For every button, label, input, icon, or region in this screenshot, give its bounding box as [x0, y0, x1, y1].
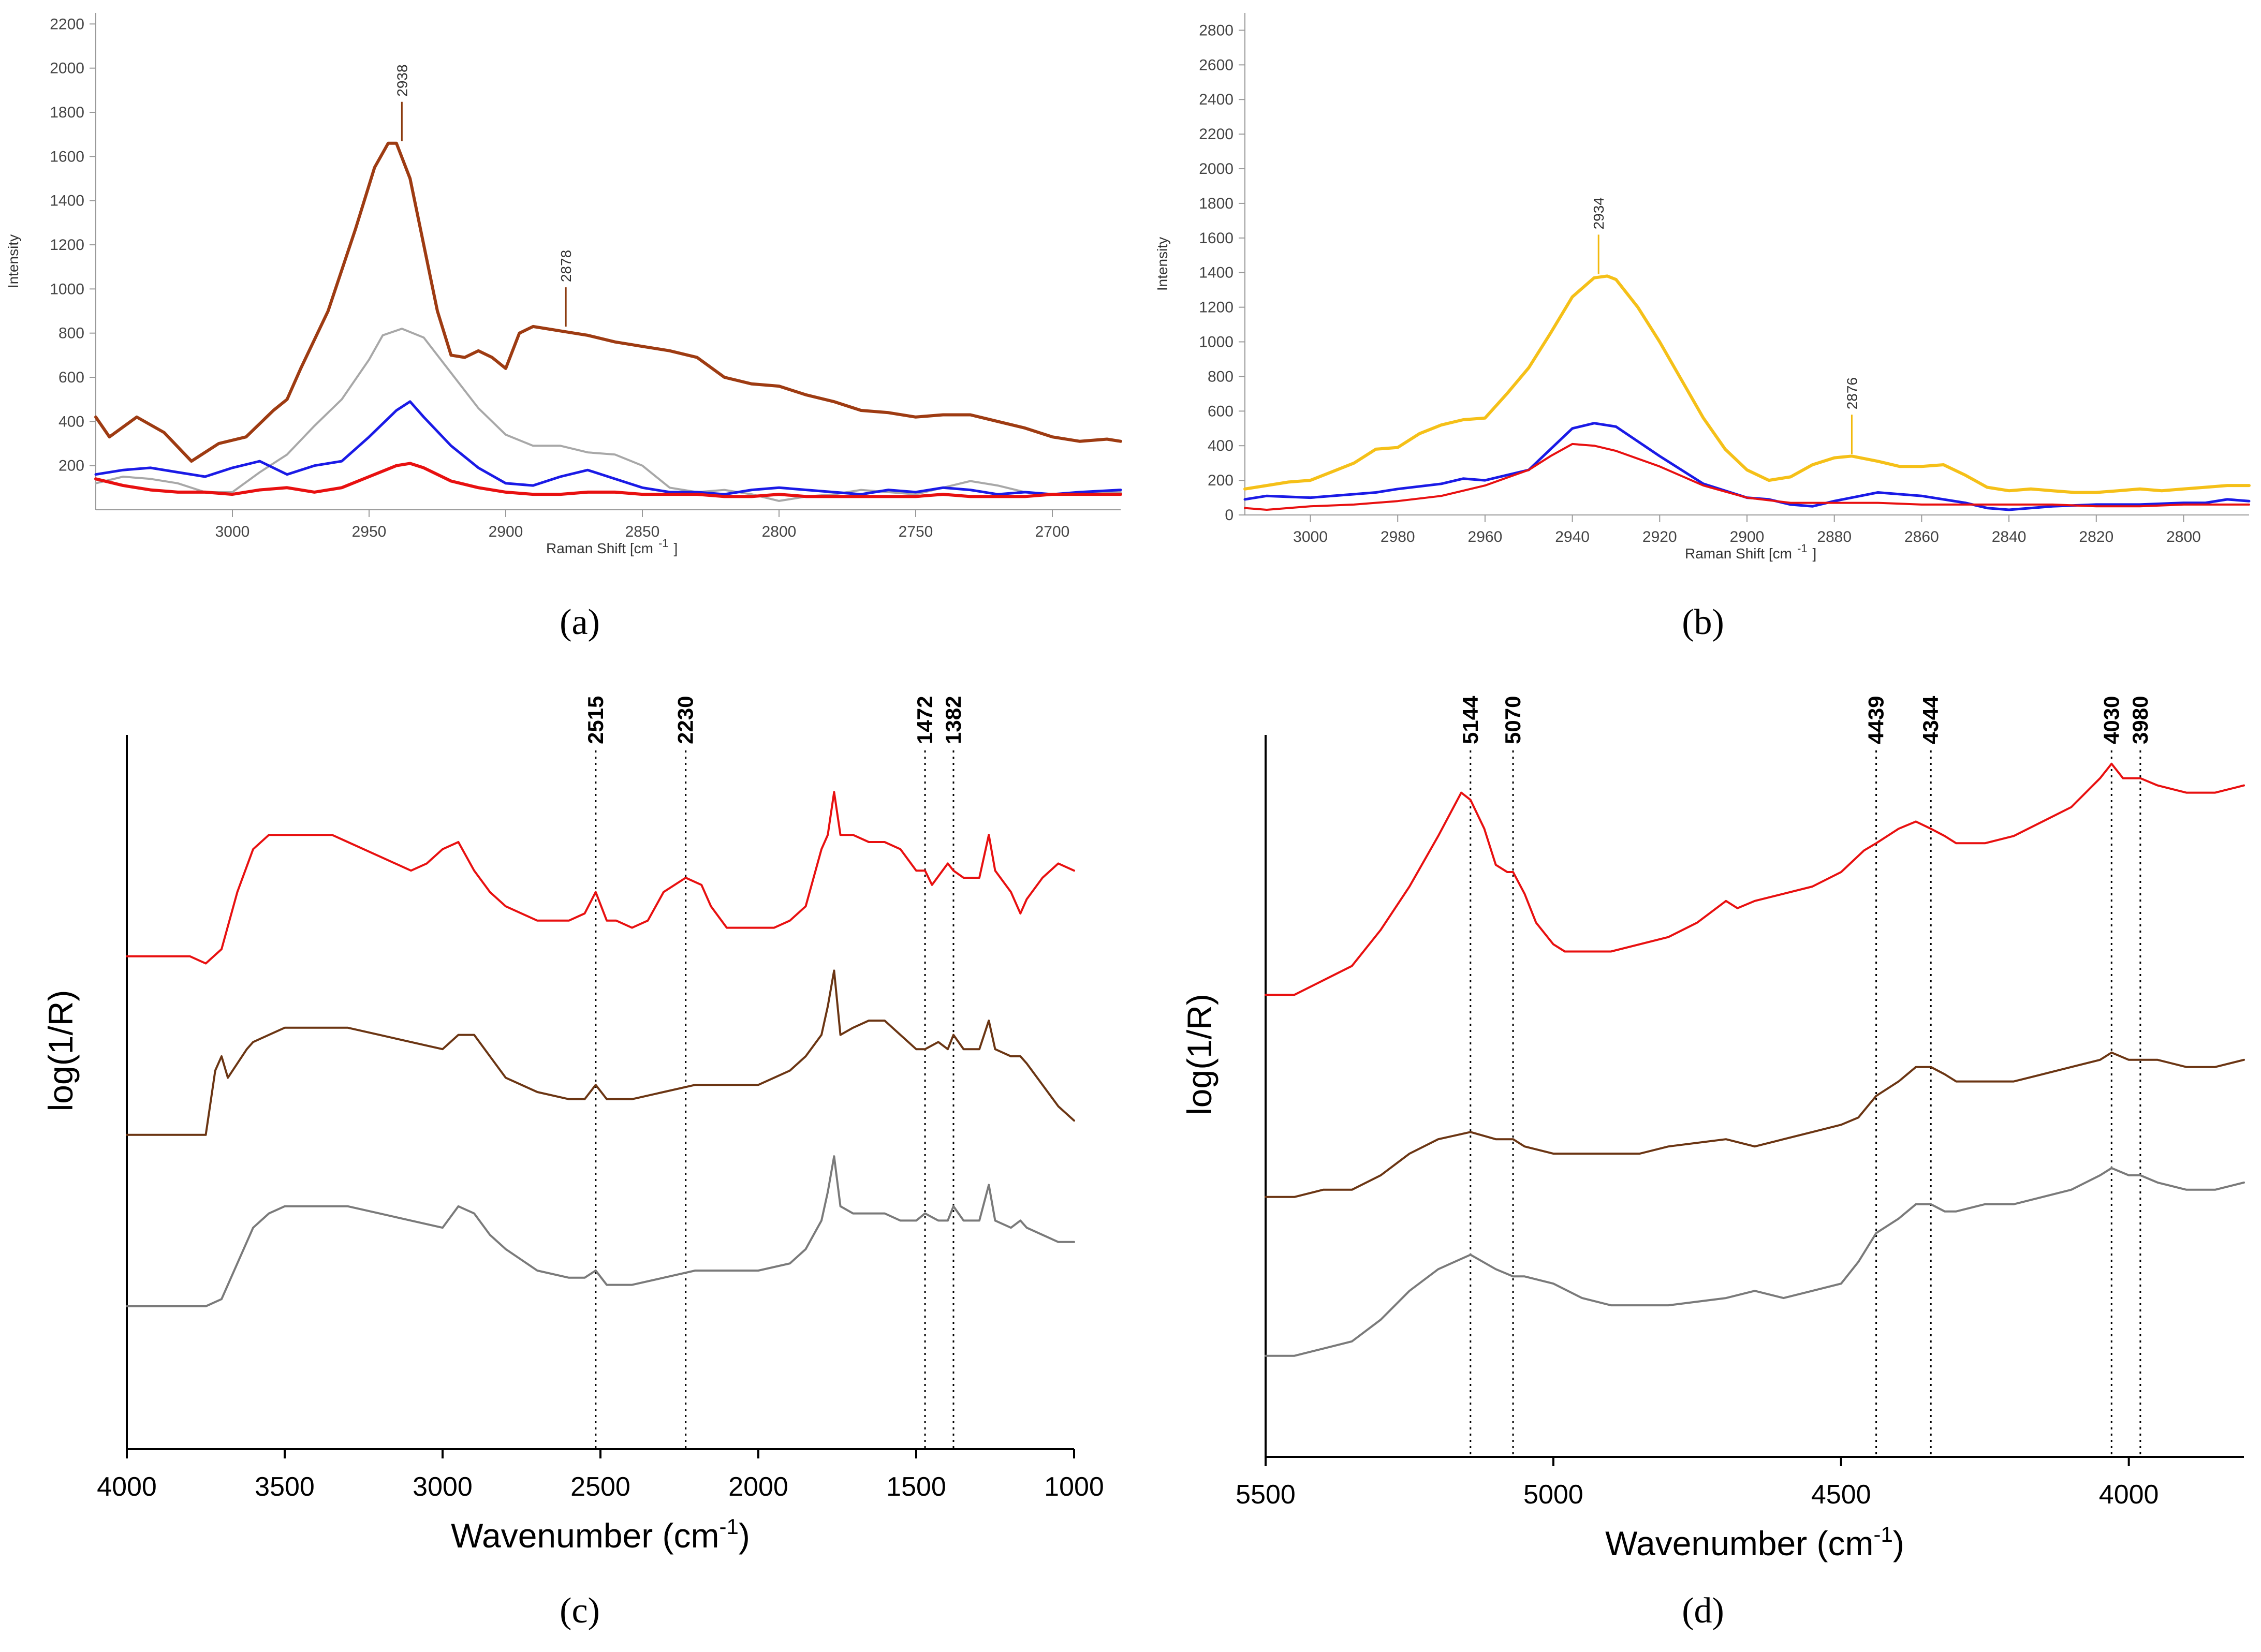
- y-tick-label: 1000: [1199, 334, 1234, 351]
- x-tick-label: 2950: [352, 523, 387, 540]
- x-axis-title: Wavenumber (cm-1): [1605, 1522, 1904, 1562]
- y-tick-label: 1600: [1199, 230, 1234, 247]
- y-tick-label: 2200: [50, 16, 84, 33]
- x-tick-label: 2860: [1904, 528, 1939, 545]
- x-tick-label: 4500: [1811, 1480, 1871, 1510]
- x-tick-label: 2980: [1381, 528, 1415, 545]
- x-tick-label: 2700: [1035, 523, 1070, 540]
- y-tick-label: 1000: [50, 281, 84, 298]
- y-tick-label: 0: [1225, 507, 1234, 524]
- y-tick-label: 2000: [1199, 160, 1234, 178]
- y-tick-label: 600: [58, 369, 84, 386]
- y-tick-label: 2400: [1199, 91, 1234, 108]
- series-brown: [126, 969, 1075, 1136]
- y-tick-label: 1400: [1199, 264, 1234, 282]
- y-axis-title: Intensity: [1154, 237, 1170, 291]
- peak-label: 1382: [941, 696, 965, 744]
- x-tick-label: 2940: [1555, 528, 1590, 545]
- x-axis-title: Raman Shift [cm -1]: [546, 537, 678, 556]
- x-tick-label: 3000: [413, 1472, 473, 1502]
- x-tick-label: 2900: [489, 523, 523, 540]
- peak-label: 4344: [1918, 696, 1943, 744]
- y-tick-label: 800: [1208, 368, 1234, 385]
- x-tick-label: 2800: [2166, 528, 2201, 545]
- panel-c: 4000 3500 3000 2500 2000 1500 1000 Wavenumber (…: [41, 696, 1104, 1631]
- y-tick-label: 1800: [1199, 195, 1234, 212]
- x-tick-label: 2850: [625, 523, 660, 540]
- y-tick-label: 200: [1208, 472, 1234, 489]
- series-brown: [1265, 1051, 2245, 1198]
- series-gray: [1265, 1167, 2245, 1357]
- panel-caption: (b): [1682, 602, 1724, 642]
- x-tick-label: 2880: [1817, 528, 1852, 545]
- x-tick-label: 2840: [1992, 528, 2027, 545]
- peak-label: 2515: [583, 696, 608, 744]
- peak-label: 2934: [1591, 197, 1607, 229]
- y-tick-label: 1200: [50, 237, 84, 254]
- series-brown: [94, 141, 1122, 463]
- x-tick-label: 2800: [762, 523, 797, 540]
- peak-label: 4030: [2099, 696, 2123, 744]
- series-red: [1244, 443, 2250, 511]
- peak-label: 2878: [558, 250, 574, 282]
- y-axis-title: log(1/R): [1180, 994, 1218, 1115]
- x-tick-label: 3000: [1293, 528, 1328, 545]
- series-gray: [126, 1155, 1075, 1307]
- panel-a: 3000 2950 2900 2850 2800 2750 2700 200 400 600 800…: [5, 13, 1122, 642]
- peak-label: 5144: [1458, 696, 1482, 744]
- series-red: [1265, 762, 2245, 996]
- y-tick-label: 2800: [1199, 22, 1234, 39]
- y-tick-label: 800: [58, 325, 84, 342]
- x-tick-label: 2500: [570, 1472, 630, 1502]
- x-tick-label: 1500: [886, 1472, 946, 1502]
- peak-label: 2230: [673, 696, 698, 744]
- x-tick-label: 4000: [97, 1472, 157, 1502]
- y-tick-label: 1600: [50, 148, 84, 165]
- peak-label: 4439: [1864, 696, 1888, 744]
- x-tick-label: 5000: [1523, 1480, 1583, 1510]
- x-tick-label: 2820: [2079, 528, 2113, 545]
- x-tick-label: 2000: [728, 1472, 788, 1502]
- peak-label: 1472: [913, 696, 937, 744]
- y-axis-title: Intensity: [5, 234, 21, 288]
- y-tick-label: 1400: [50, 193, 84, 210]
- series-red: [126, 791, 1075, 965]
- y-tick-label: 1800: [50, 104, 84, 121]
- series-red: [94, 462, 1122, 498]
- x-tick-label: 2920: [1642, 528, 1677, 545]
- peak-label: 2938: [394, 64, 410, 96]
- y-tick-label: 200: [58, 458, 84, 475]
- x-tick-label: 4000: [2099, 1480, 2159, 1510]
- panel-d: 5500 5000 4500 4000 Wavenumber (cm-1) log(1/R…: [1180, 696, 2245, 1631]
- y-tick-label: 400: [58, 413, 84, 430]
- x-tick-label: 2960: [1468, 528, 1503, 545]
- x-tick-label: 2750: [899, 523, 933, 540]
- y-axis-title: log(1/R): [41, 990, 80, 1112]
- panel-caption: (d): [1682, 1591, 1724, 1631]
- peak-label: 5070: [1501, 696, 1525, 744]
- peak-label: 2876: [1844, 377, 1860, 409]
- x-tick-label: 5500: [1236, 1480, 1296, 1510]
- panel-b: 3000 2980 2960 2940 2920 2900 2880 2860 2840 2820…: [1154, 13, 2251, 642]
- y-tick-label: 2600: [1199, 56, 1234, 73]
- panel-caption: (c): [560, 1591, 600, 1631]
- x-tick-label: 3000: [215, 523, 250, 540]
- x-tick-label: 3500: [255, 1472, 315, 1502]
- series-blue: [94, 400, 1122, 496]
- y-tick-label: 400: [1208, 437, 1234, 454]
- panel-caption: (a): [560, 602, 600, 642]
- y-tick-label: 600: [1208, 403, 1234, 420]
- y-tick-label: 2200: [1199, 126, 1234, 143]
- x-axis-title: Wavenumber (cm-1): [451, 1514, 750, 1555]
- x-tick-label: 2900: [1730, 528, 1765, 545]
- series-yellow: [1243, 274, 2251, 494]
- x-axis-title: Raman Shift [cm -1]: [1685, 542, 1816, 562]
- peak-label: 3980: [2128, 696, 2152, 744]
- y-tick-label: 2000: [50, 60, 84, 77]
- y-tick-label: 1200: [1199, 299, 1234, 316]
- x-tick-label: 1000: [1044, 1472, 1104, 1502]
